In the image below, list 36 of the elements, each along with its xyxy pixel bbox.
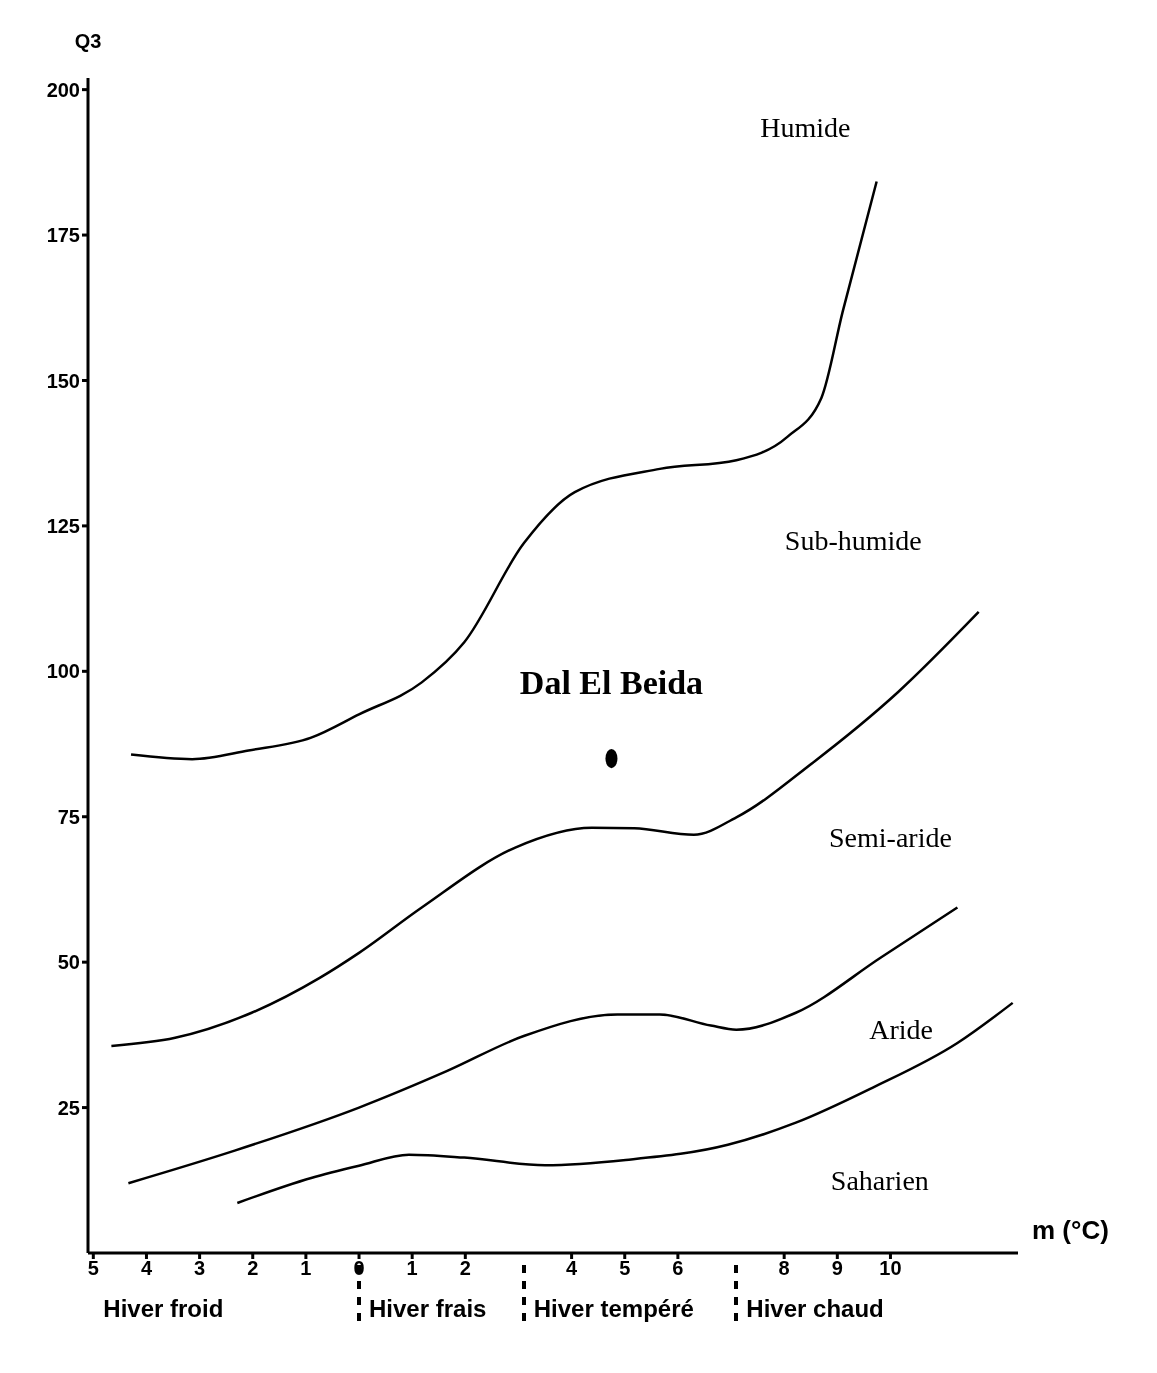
annotation: Sub-humide	[784, 525, 922, 558]
x-tick-label: 4	[566, 1257, 579, 1280]
y-tick-label: 200	[46, 78, 80, 101]
series-label: Dal El Beida	[519, 664, 704, 702]
y-tick-label: 125	[46, 515, 80, 537]
y-tick-label: 100	[46, 660, 80, 683]
annotation: Humide	[760, 112, 851, 145]
x-tick-label: 10	[879, 1257, 902, 1280]
x-axis-title: m (°C)	[1032, 1215, 1109, 1245]
x-tick-label: 5	[87, 1257, 99, 1280]
text: Hiver froid	[103, 1295, 224, 1323]
y-tick-label: 150	[46, 369, 80, 392]
line-series	[236, 1001, 1014, 1205]
x-tick-label: 2	[247, 1257, 259, 1280]
annotation: Aride	[869, 1013, 933, 1046]
x-tick-label: 8	[778, 1257, 790, 1280]
x-tick-label: 4	[140, 1257, 153, 1280]
y-tick-label: 75	[57, 805, 80, 828]
x-tick-label: 9	[831, 1257, 843, 1280]
x-tick-label: 1	[300, 1257, 312, 1280]
x-tick-label: 1	[406, 1257, 418, 1280]
x-tick-label: 5	[619, 1257, 631, 1280]
text: Hiver chaud	[746, 1295, 884, 1323]
y-axis-title: Q3	[74, 30, 102, 52]
x-tick-label: 0	[353, 1257, 365, 1280]
annotation: Saharien	[830, 1165, 929, 1198]
x-tick-label: 3	[194, 1257, 206, 1280]
line-series	[110, 610, 980, 1048]
text: Hiver tempéré	[533, 1295, 694, 1323]
y-tick-label: 175	[46, 224, 80, 247]
x-tick-label: 2	[459, 1257, 471, 1280]
y-tick-label: 50	[57, 951, 80, 974]
text: Hiver frais	[369, 1295, 487, 1323]
x-tick-label: 6	[672, 1257, 684, 1280]
annotation: Semi-aride	[829, 822, 952, 854]
y-tick-label: 25	[57, 1096, 80, 1119]
